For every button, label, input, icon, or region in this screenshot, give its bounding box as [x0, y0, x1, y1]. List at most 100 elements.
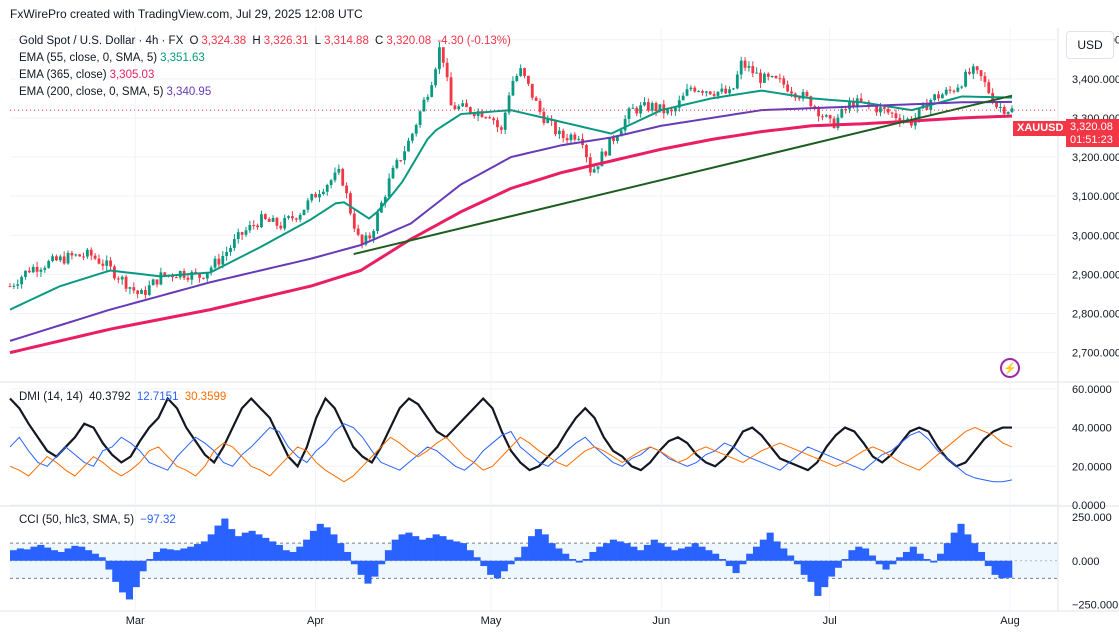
- candle-body: [801, 92, 805, 99]
- candle-body: [244, 230, 248, 235]
- candle-body: [995, 103, 998, 108]
- candle-body: [74, 254, 78, 256]
- candle-body: [646, 102, 650, 111]
- candle-body: [27, 270, 31, 273]
- candle-body: [987, 82, 991, 94]
- candle-body: [824, 115, 828, 117]
- candle-body: [894, 113, 898, 119]
- candle-body: [240, 232, 244, 235]
- candle-body: [821, 116, 824, 118]
- cci-bar: [412, 536, 420, 561]
- candle-body: [383, 196, 387, 203]
- cci-bar: [678, 548, 686, 561]
- candle-body: [399, 160, 403, 162]
- candle-body: [503, 112, 507, 130]
- candle-body: [674, 107, 677, 112]
- candle-body: [356, 228, 360, 235]
- currency-button[interactable]: USD: [1066, 31, 1114, 59]
- dmi-label: DMI (14, 14): [19, 391, 83, 403]
- candle-body: [395, 160, 399, 168]
- cci-bar: [637, 550, 645, 561]
- candle-body: [391, 167, 395, 179]
- candle-body: [62, 256, 66, 264]
- cci-bar: [330, 534, 338, 561]
- cci-bar: [64, 548, 72, 561]
- time-tick-label: Mar: [126, 615, 145, 627]
- candle-body: [770, 76, 774, 78]
- candle-body: [979, 70, 983, 77]
- candle-body: [890, 112, 894, 114]
- candle-body: [790, 91, 793, 94]
- cci-bar: [493, 560, 502, 579]
- cci-bar: [262, 537, 270, 561]
- candle-body: [472, 113, 476, 116]
- cci-bar: [964, 534, 972, 561]
- candle-body: [329, 180, 333, 186]
- candle-body: [507, 95, 511, 113]
- candle-body: [747, 66, 751, 68]
- cci-bar: [269, 541, 277, 561]
- cci-bar: [500, 560, 508, 572]
- candle-body: [232, 239, 236, 248]
- cci-bar: [480, 560, 488, 567]
- candle-body: [534, 97, 538, 101]
- plus-di-value: 12.7151: [136, 391, 179, 403]
- cci-bar: [214, 525, 222, 561]
- candle-body: [546, 119, 550, 124]
- candle-body: [952, 90, 956, 92]
- low-label: L: [314, 35, 322, 47]
- candle-body: [306, 200, 310, 210]
- candle-body: [140, 290, 143, 294]
- candle-body: [321, 191, 325, 195]
- candle-body: [136, 290, 140, 294]
- cci-bar: [105, 560, 113, 570]
- candle-body: [20, 276, 24, 285]
- candle-body: [147, 285, 151, 295]
- candle-body: [263, 214, 267, 219]
- cci-bar: [971, 543, 979, 561]
- ema55-value: 3,351.63: [160, 52, 205, 64]
- cci-bar: [125, 560, 133, 600]
- candle-body: [465, 103, 468, 108]
- lightning-icon[interactable]: ⚡: [1000, 358, 1020, 378]
- cci-bar: [977, 551, 986, 561]
- candle-body: [82, 256, 85, 258]
- candle-body: [105, 260, 109, 266]
- candle-body: [410, 133, 414, 141]
- cci-bar: [800, 560, 808, 575]
- candle-body: [832, 118, 836, 129]
- candle-body: [619, 130, 623, 137]
- cci-label: CCI (50, hlc3, SMA, 5): [19, 514, 135, 526]
- cci-bar: [337, 543, 345, 561]
- cci-tick-label: 0.000: [1072, 556, 1100, 568]
- candle-body: [109, 260, 112, 267]
- cci-bar: [153, 551, 161, 561]
- cci-bar: [548, 543, 556, 561]
- cci-bar: [446, 539, 454, 561]
- candle-body: [325, 185, 329, 192]
- cci-bar: [50, 550, 59, 561]
- candle-body: [983, 76, 987, 83]
- dmi-minusdi-line: [9, 427, 1013, 483]
- candle-body: [198, 272, 201, 278]
- candle-body: [720, 88, 724, 92]
- cci-bar: [425, 537, 433, 561]
- cci-bar: [221, 518, 229, 561]
- candle-body: [944, 89, 948, 95]
- candle-body: [658, 104, 662, 112]
- candle-body: [639, 105, 643, 114]
- candle-body: [256, 225, 259, 228]
- ema365-label: EMA (365, close): [19, 69, 107, 81]
- cci-bar: [371, 560, 379, 577]
- candle-body: [271, 217, 275, 222]
- open-value: 3,324.38: [201, 35, 247, 47]
- cci-bar: [746, 553, 754, 561]
- candle-body: [693, 87, 697, 92]
- candle-body: [728, 89, 731, 94]
- candle-body: [851, 101, 855, 108]
- cci-bar: [896, 557, 904, 561]
- cci-bar: [752, 546, 761, 561]
- cci-bar: [37, 544, 45, 561]
- ema-200-line: [9, 100, 1013, 342]
